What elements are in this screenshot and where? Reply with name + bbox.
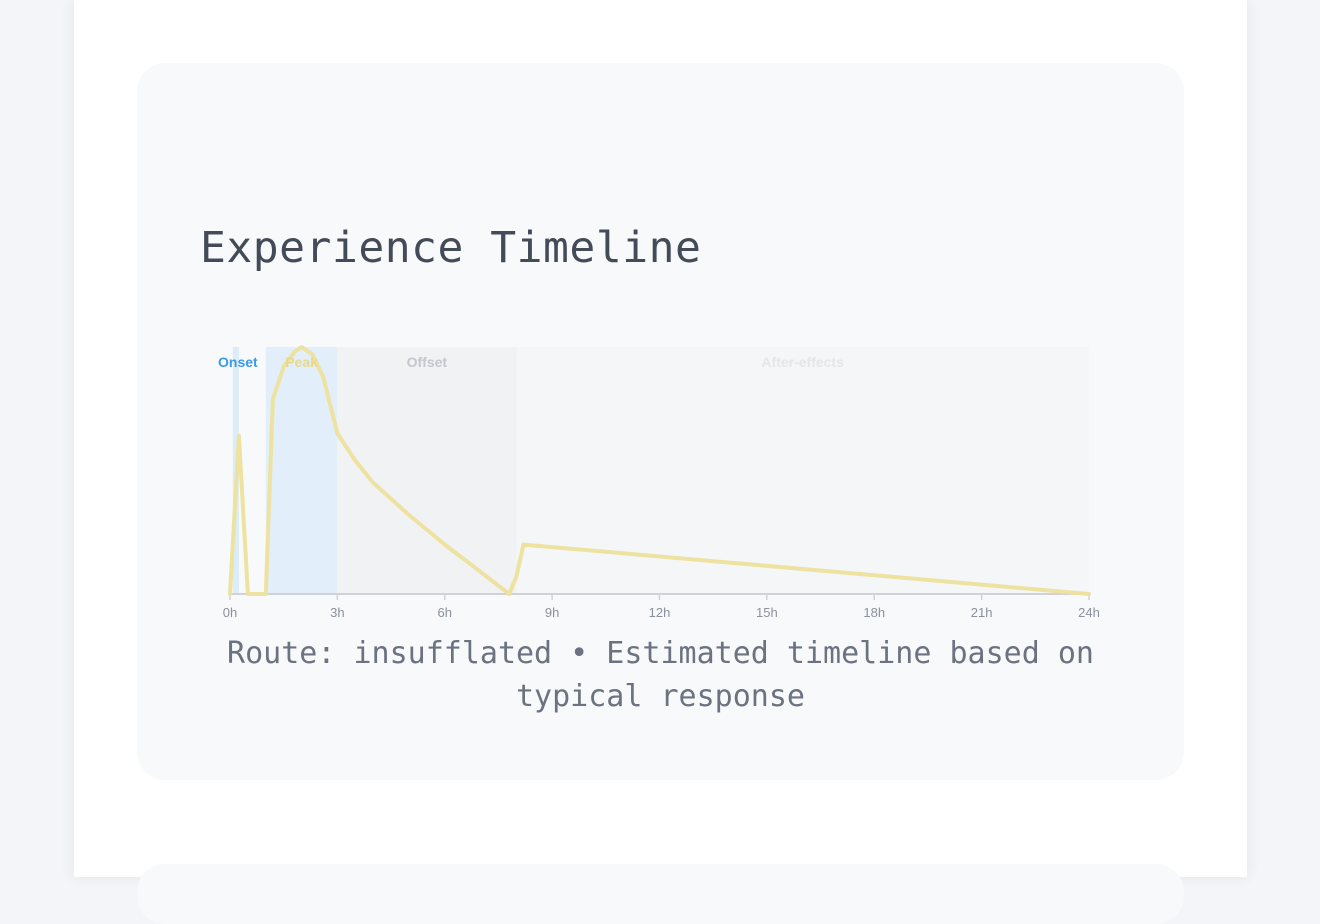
section-title: Experience Timeline xyxy=(200,223,702,273)
x-tick-label: 0h xyxy=(223,605,237,620)
x-axis: 0h 3h 6h 9h 12h 15h 18h 21h 24h xyxy=(223,593,1100,620)
x-tick-label: 24h xyxy=(1078,605,1100,620)
x-tick-label: 3h xyxy=(330,605,344,620)
x-tick-label: 12h xyxy=(649,605,671,620)
phase-layer xyxy=(232,347,1089,594)
phase-band-after-effects xyxy=(516,347,1089,594)
x-tick-label: 21h xyxy=(971,605,993,620)
series-line xyxy=(228,345,1091,596)
timeline-chart: 0h 3h 6h 9h 12h 15h 18h 21h 24h Onset Peak Offset A… xyxy=(218,345,1100,620)
phase-label-layer: Onset Peak Offset After-effects xyxy=(218,354,844,370)
phase-label-offset: Offset xyxy=(407,354,448,370)
page-panel: Experience Timeline 0h 3h 6h 9h 12h 15h 18h 21h… xyxy=(74,0,1247,924)
x-tick-label: 9h xyxy=(545,605,559,620)
experience-timeline-card: Experience Timeline 0h 3h 6h 9h 12h 15h 18h 21h… xyxy=(137,63,1184,780)
phase-label-onset: Onset xyxy=(218,354,258,370)
series-layer xyxy=(228,345,1091,596)
chart-caption: Route: insufflated • Estimated timeline … xyxy=(227,636,1094,714)
x-tick-label: 18h xyxy=(863,605,885,620)
x-tick-label: 6h xyxy=(438,605,452,620)
x-tick-label: 15h xyxy=(756,605,778,620)
phase-label-after-effects: After-effects xyxy=(761,354,844,370)
next-card xyxy=(137,864,1184,924)
phase-band-offset xyxy=(337,347,517,594)
phase-label-peak: Peak xyxy=(285,354,318,370)
